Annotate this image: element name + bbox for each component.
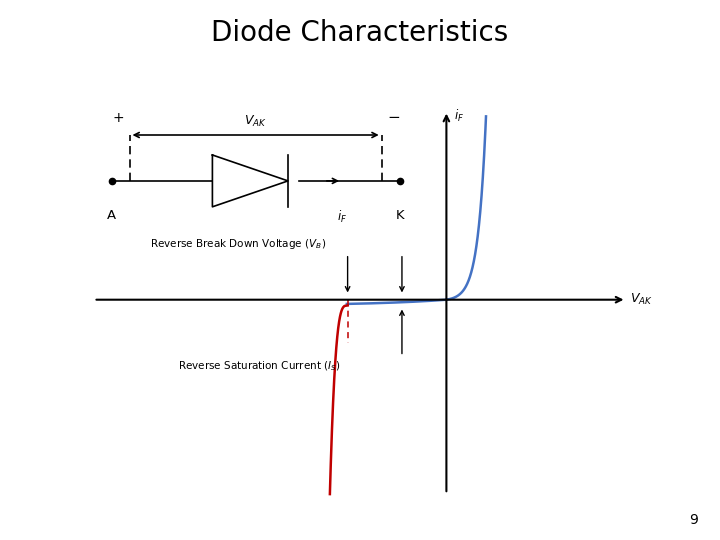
Text: Diode Characteristics: Diode Characteristics: [212, 19, 508, 47]
Text: +: +: [112, 111, 124, 125]
Text: $V_{AK}$: $V_{AK}$: [244, 113, 267, 129]
Text: Reverse Saturation Current ($I_S$): Reverse Saturation Current ($I_S$): [178, 359, 341, 373]
Text: Reverse Break Down Voltage ($V_B$): Reverse Break Down Voltage ($V_B$): [150, 237, 325, 251]
Text: K: K: [395, 209, 404, 222]
Text: −: −: [387, 110, 400, 125]
Text: A: A: [107, 209, 116, 222]
Text: $i_F$: $i_F$: [337, 209, 347, 225]
Text: $i_F$: $i_F$: [454, 108, 464, 124]
Text: 9: 9: [690, 512, 698, 526]
Text: $V_{AK}$: $V_{AK}$: [630, 292, 653, 307]
